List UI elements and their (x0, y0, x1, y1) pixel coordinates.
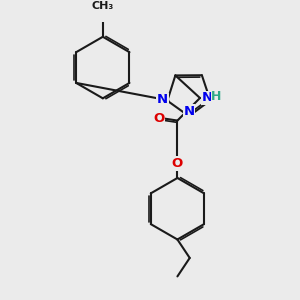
Text: H: H (211, 90, 221, 103)
Text: CH₃: CH₃ (92, 1, 114, 11)
Text: N: N (157, 93, 168, 106)
Text: O: O (172, 157, 183, 170)
Text: N: N (202, 92, 213, 104)
Text: N: N (183, 105, 194, 118)
Text: O: O (153, 112, 165, 125)
